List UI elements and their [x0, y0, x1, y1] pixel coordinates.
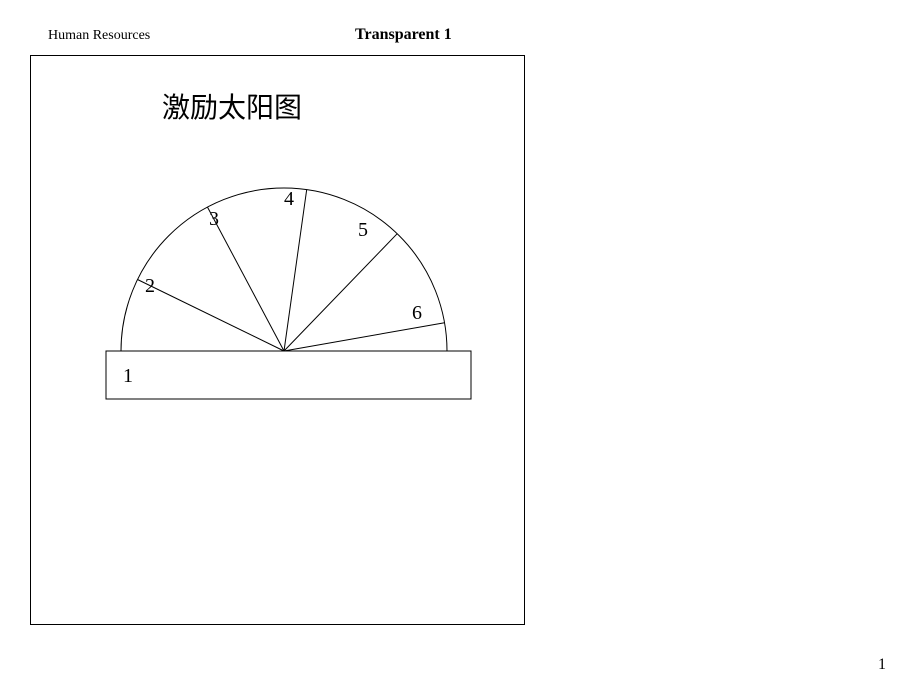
semicircle-arc [121, 188, 447, 351]
segment-label-3: 3 [209, 208, 219, 230]
ray-1 [138, 280, 285, 352]
base-rect [106, 351, 471, 399]
page-number: 1 [878, 656, 886, 674]
segment-label-4: 4 [284, 188, 294, 210]
header-left: Human Resources [48, 28, 150, 44]
ray-3 [284, 190, 307, 351]
ray-4 [284, 234, 397, 351]
header-right: Transparent 1 [355, 26, 452, 44]
segment-label-5: 5 [358, 219, 368, 241]
page: Human Resources Transparent 1 激励太阳图 1234… [0, 0, 920, 690]
sun-diagram: 1 2 3 4 5 6 [30, 55, 525, 625]
segment-label-2: 2 [145, 275, 155, 297]
ray-5 [284, 323, 445, 351]
segment-label-1: 1 [123, 365, 133, 387]
segment-label-6: 6 [412, 302, 422, 324]
